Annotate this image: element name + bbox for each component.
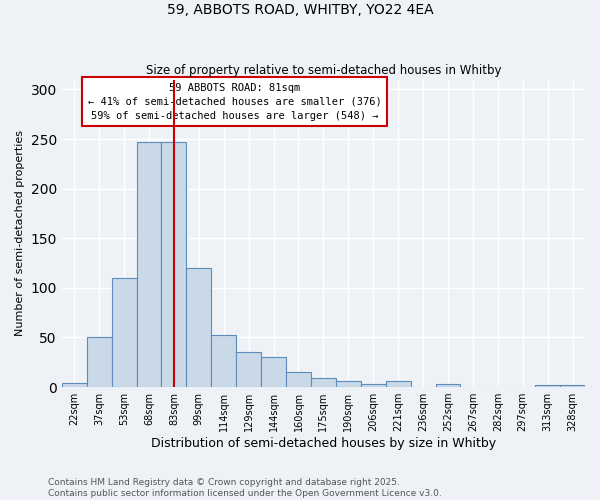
Bar [112, 278, 137, 387]
Bar [560, 385, 585, 387]
Bar [311, 378, 336, 387]
Bar [361, 384, 386, 387]
Bar [87, 338, 112, 387]
Text: Contains HM Land Registry data © Crown copyright and database right 2025.
Contai: Contains HM Land Registry data © Crown c… [48, 478, 442, 498]
Y-axis label: Number of semi-detached properties: Number of semi-detached properties [15, 130, 25, 336]
Bar [236, 352, 261, 387]
Bar [336, 381, 361, 387]
Text: 59, ABBOTS ROAD, WHITBY, YO22 4EA: 59, ABBOTS ROAD, WHITBY, YO22 4EA [167, 2, 433, 16]
Text: 59 ABBOTS ROAD: 81sqm
← 41% of semi-detached houses are smaller (376)
59% of sem: 59 ABBOTS ROAD: 81sqm ← 41% of semi-deta… [88, 82, 382, 120]
Bar [386, 381, 410, 387]
Bar [211, 336, 236, 387]
Bar [161, 142, 187, 387]
X-axis label: Distribution of semi-detached houses by size in Whitby: Distribution of semi-detached houses by … [151, 437, 496, 450]
Bar [62, 383, 87, 387]
Bar [286, 372, 311, 387]
Bar [187, 268, 211, 387]
Bar [436, 384, 460, 387]
Bar [261, 358, 286, 387]
Bar [137, 142, 161, 387]
Bar [535, 385, 560, 387]
Title: Size of property relative to semi-detached houses in Whitby: Size of property relative to semi-detach… [146, 64, 501, 77]
